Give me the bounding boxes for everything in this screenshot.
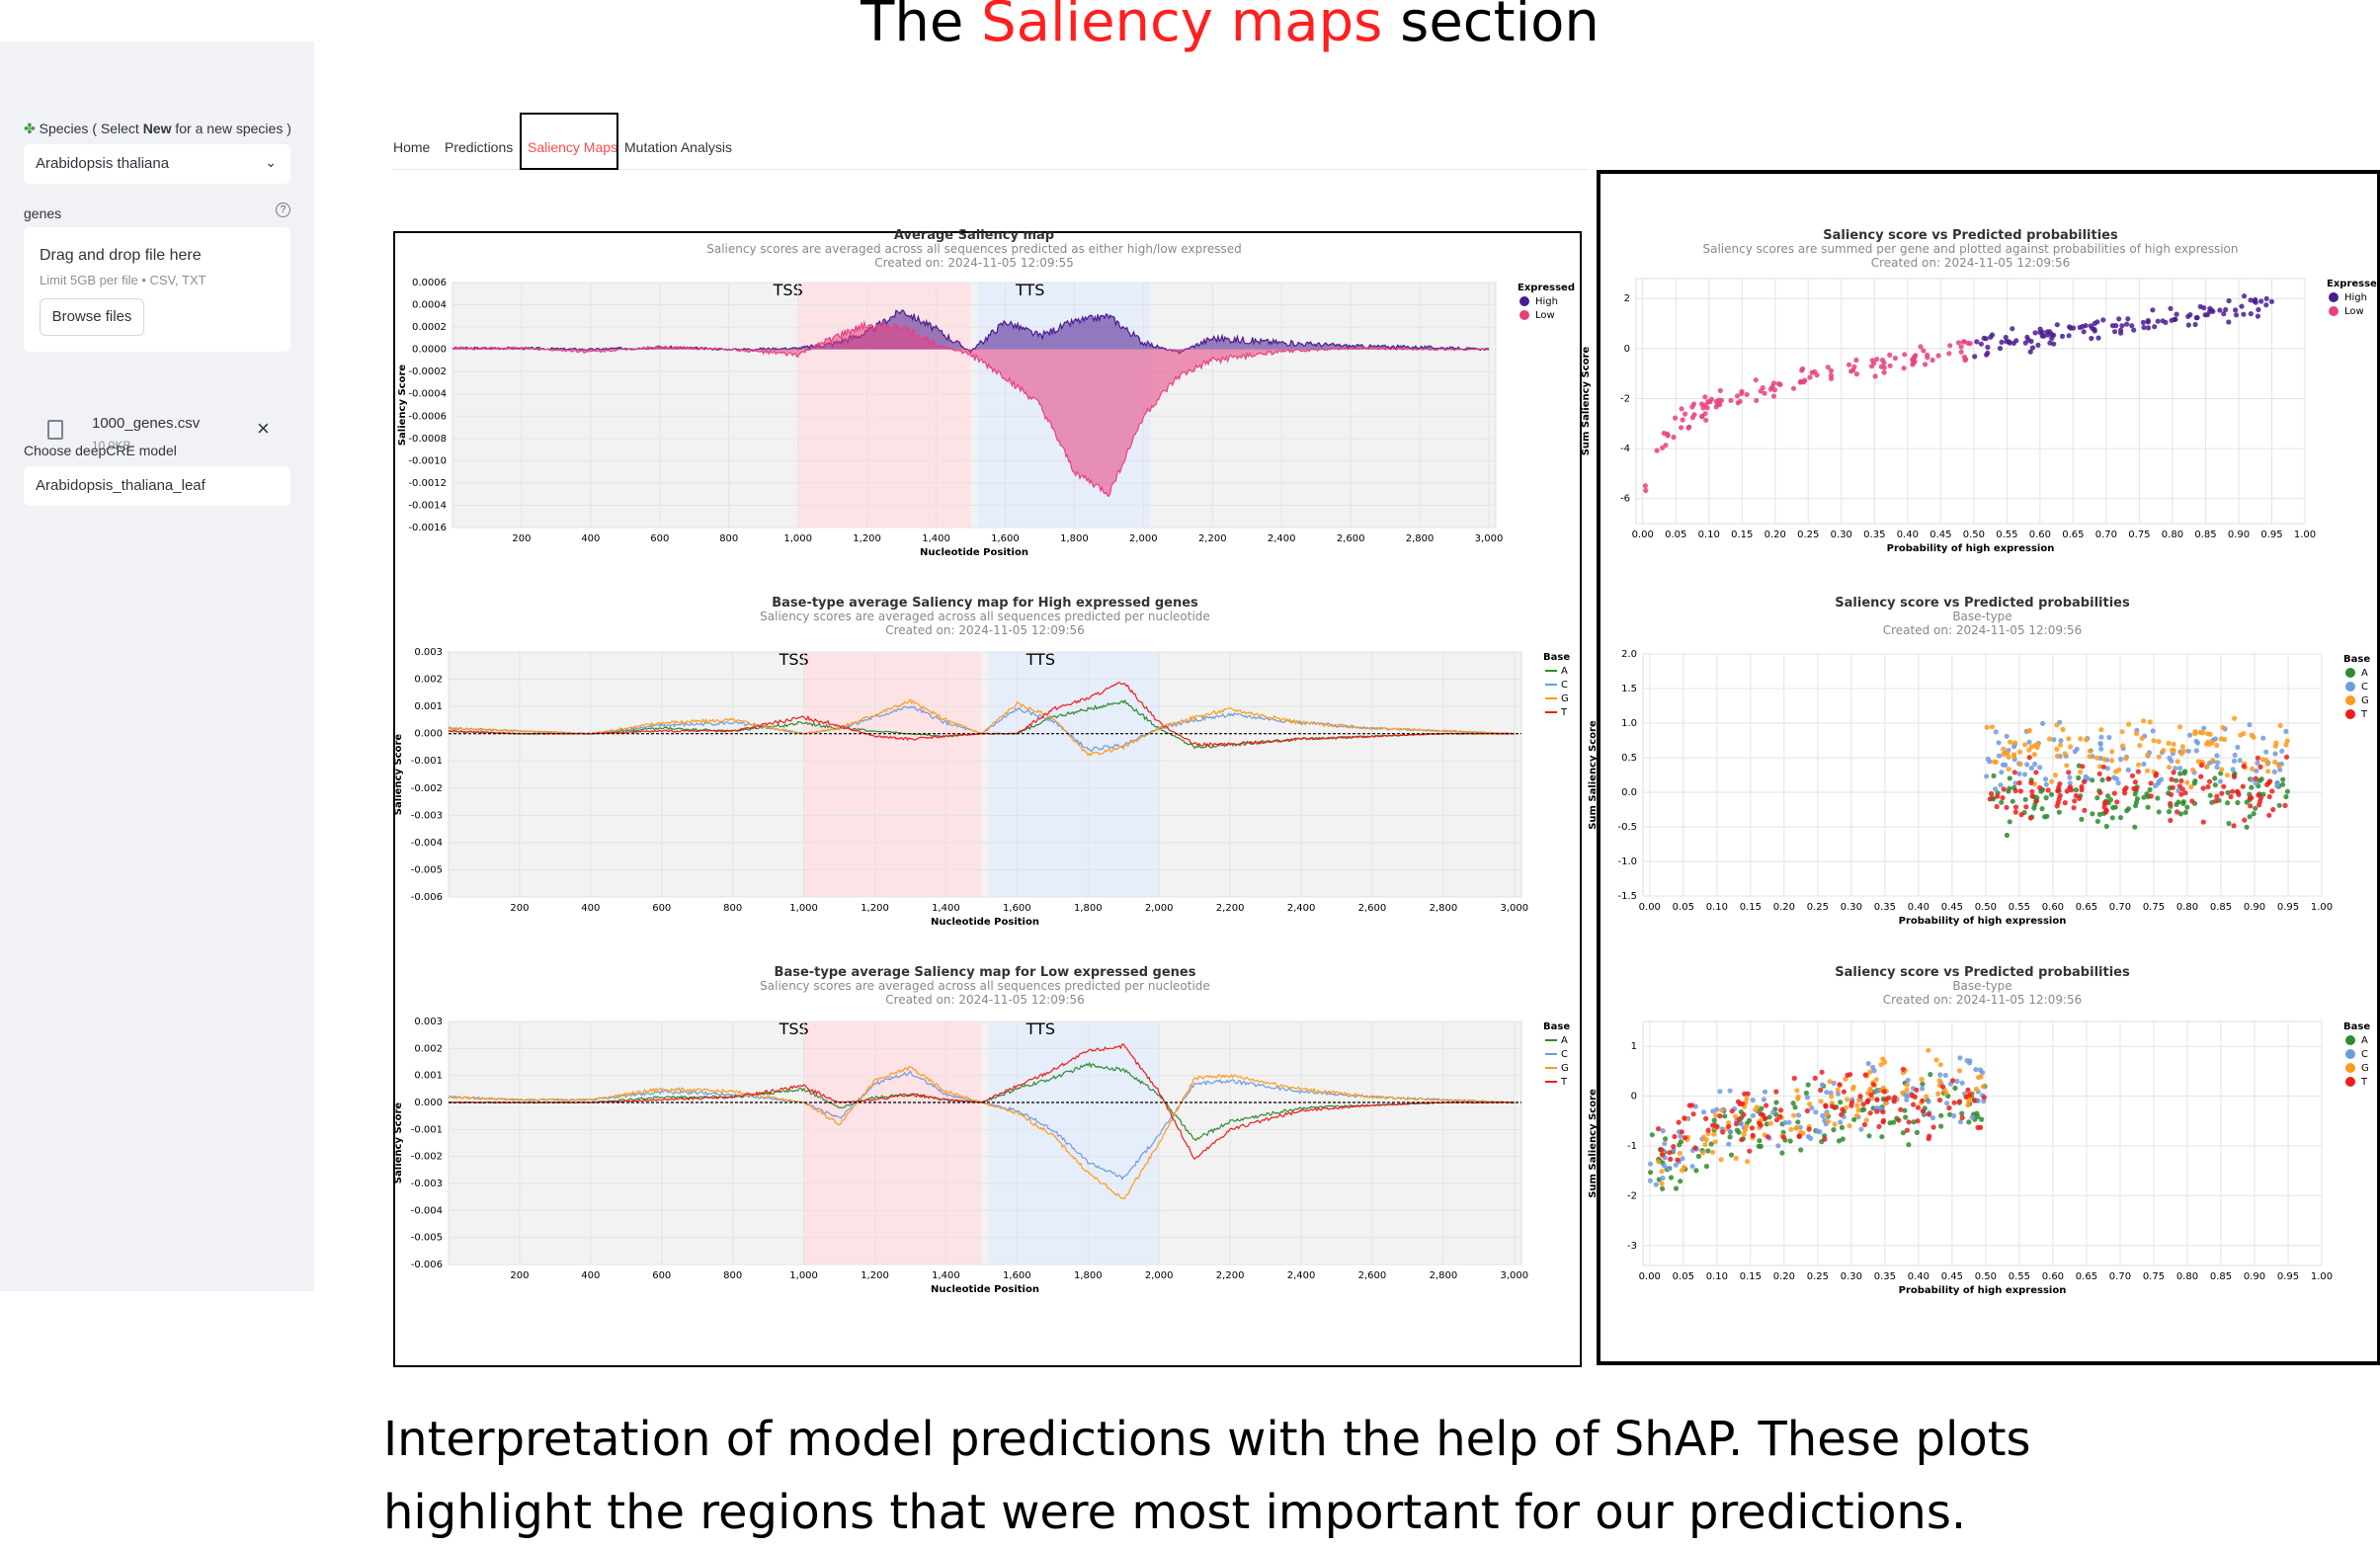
species-select[interactable]: Arabidopsis thaliana ⌄ [24, 144, 290, 184]
headline-suffix: section [1382, 0, 1600, 54]
browse-files-button[interactable]: Browse files [40, 298, 144, 336]
caption: Interpretation of model predictions with… [383, 1412, 2031, 1540]
headline-highlight: Saliency maps [981, 0, 1383, 54]
file-icon [47, 420, 63, 440]
uploaded-file-size: 10.0KB [92, 439, 131, 452]
headline-prefix: The [861, 0, 982, 54]
clover-icon: ✤ [24, 121, 36, 136]
species-label: ✤ Species ( Select New for a new species… [24, 121, 291, 136]
tab-home[interactable]: Home [393, 139, 431, 155]
help-icon[interactable]: ? [276, 203, 290, 217]
dropzone-title: Drag and drop file here [40, 247, 202, 264]
tab-mutation-analysis[interactable]: Mutation Analysis [624, 139, 732, 155]
line-charts-frame [393, 231, 1582, 1367]
scatter-charts-frame [1597, 170, 2380, 1365]
tab-predictions[interactable]: Predictions [445, 139, 514, 155]
tab-bar: Home Predictions Saliency Maps Mutation … [393, 114, 1589, 170]
model-select[interactable]: Arabidopsis_thaliana_leaf [24, 466, 290, 506]
headline: The Saliency maps section [0, 0, 2380, 54]
dropzone-limit: Limit 5GB per file • CSV, TXT [40, 273, 206, 287]
remove-file-icon[interactable]: × [257, 416, 270, 441]
tab-saliency-maps[interactable]: Saliency Maps [528, 139, 618, 155]
model-label: Choose deepCRE model [24, 443, 177, 458]
file-dropzone[interactable]: Drag and drop file here Limit 5GB per fi… [24, 227, 290, 352]
sidebar: ✤ Species ( Select New for a new species… [0, 41, 314, 1291]
tab-highlight-box [520, 113, 618, 170]
uploaded-file-name: 1000_genes.csv [92, 415, 201, 432]
y-axis-label: Sum Saliency Score [1581, 347, 1592, 456]
genes-label: genes [24, 205, 62, 221]
chevron-down-icon: ⌄ [265, 154, 277, 170]
